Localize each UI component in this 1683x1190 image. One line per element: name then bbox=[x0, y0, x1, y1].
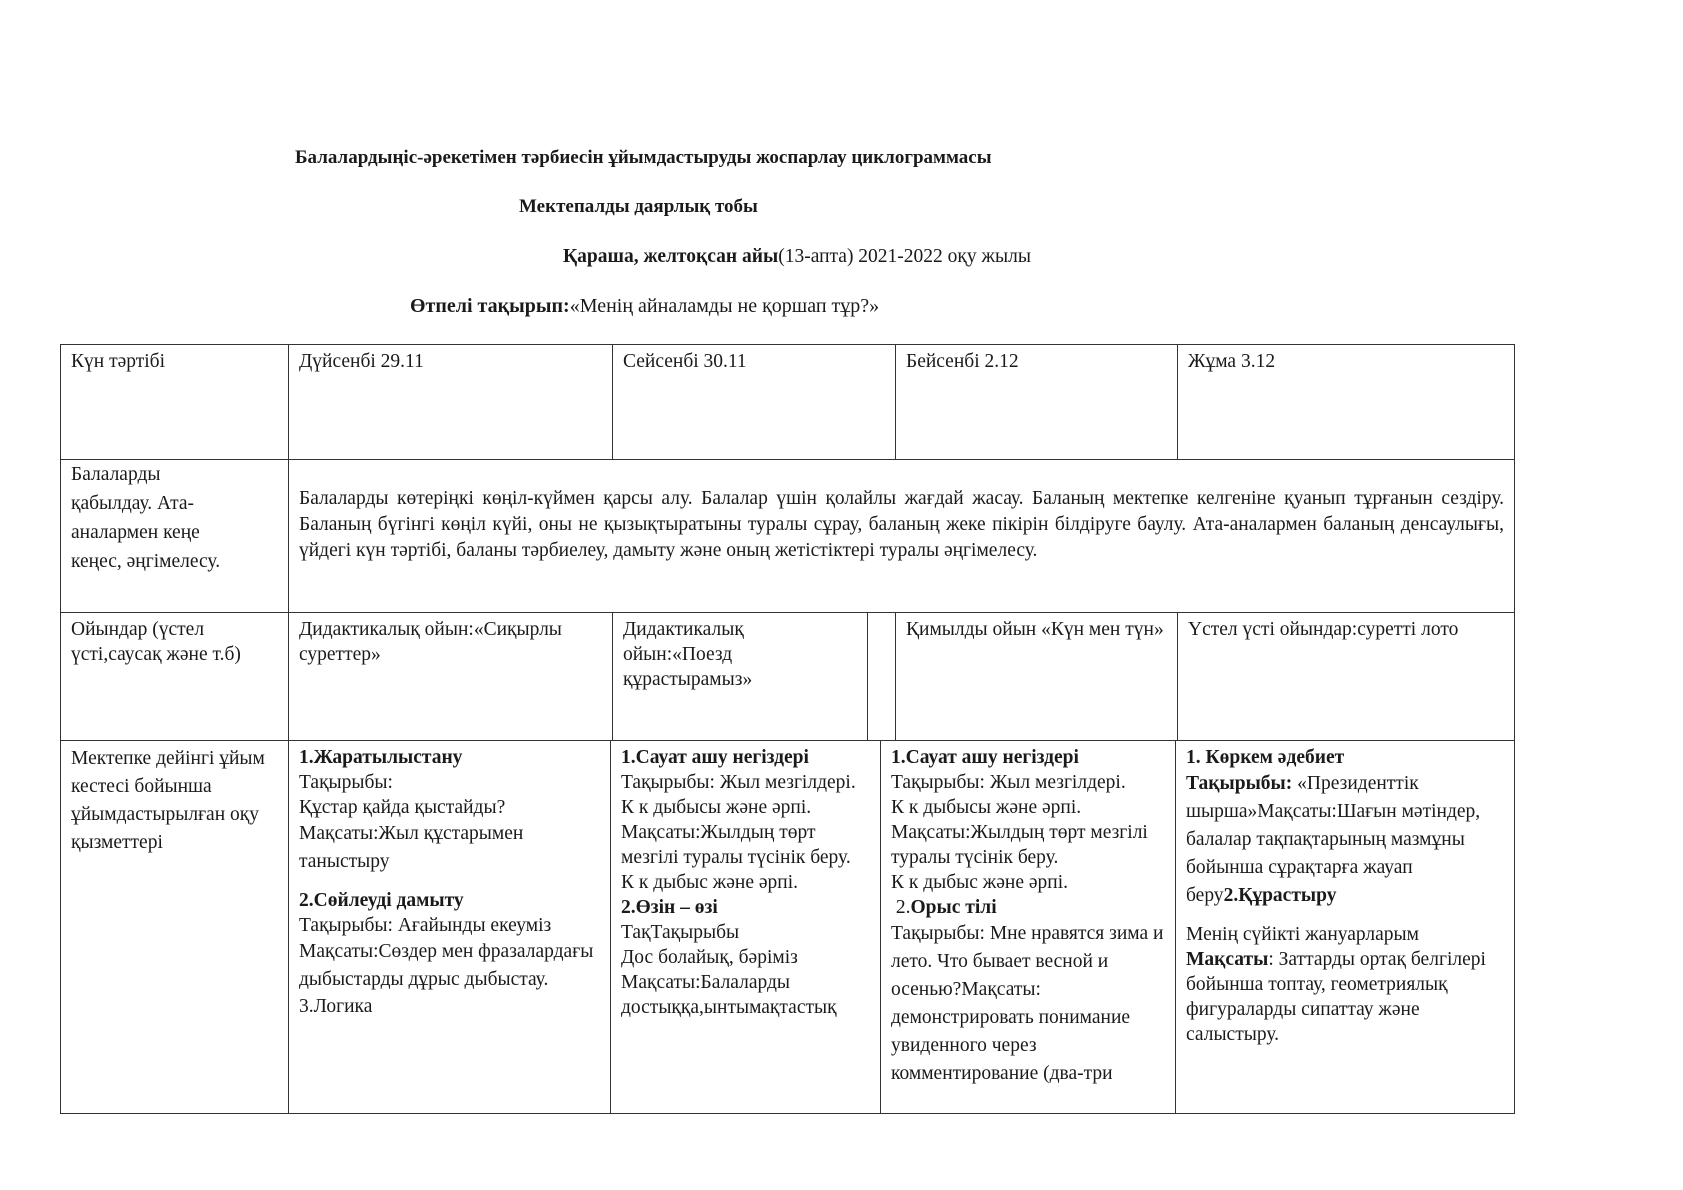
lesson-text: Тақырыбы: Жыл мезгілдері. bbox=[891, 772, 1126, 793]
lessons-label: Мектепке дейінгі ұйым кестесі бойынша ұй… bbox=[60, 740, 289, 1114]
reception-label-line: кеңес, әңгімелесу. bbox=[71, 551, 221, 572]
period-week-year: (13-апта) 2021-2022 оқу жылы bbox=[778, 246, 1031, 267]
document-title: Балалардыңіс-әрекетімен тәрбиесін ұйымда… bbox=[295, 147, 992, 168]
reception-text: Балаларды көтеріңкі көңіл-күймен қарсы а… bbox=[288, 459, 1515, 613]
col-header-tuesday: Сейсенбі 30.11 bbox=[612, 344, 896, 460]
lesson-heading: 2.Орыс тілі bbox=[891, 895, 1165, 920]
col-header-schedule: Күн тәртібі bbox=[60, 344, 289, 460]
lesson-heading: 2.Сөйлеуді дамыту bbox=[299, 890, 464, 911]
lessons-tuesday: 1.Сауат ашу негіздері Тақырыбы: Жыл мезг… bbox=[610, 740, 881, 1114]
lesson-text: К к дыбыс және әрпі. bbox=[891, 872, 1069, 893]
lessons-monday: 1.Жаратылыстану Тақырыбы: Құстар қайда қ… bbox=[288, 740, 611, 1114]
period-months: Қараша, желтоқсан айы bbox=[563, 246, 779, 267]
reception-label-line: Балаларды bbox=[71, 464, 161, 485]
theme-value: «Менің айналамды не қоршап тұр?» bbox=[569, 295, 880, 317]
reception-label: Балаларды қабылдау. Ата- аналармен кеңе … bbox=[60, 459, 289, 613]
lesson-text: Мақсаты:Жыл құстарымен таныстыру bbox=[299, 823, 524, 872]
lesson-number: 2. bbox=[895, 897, 911, 918]
lesson-label: Мақсаты bbox=[1186, 949, 1269, 970]
lesson-heading: 2.Өзін – өзі bbox=[621, 897, 718, 918]
lesson-goal: : Заттарды ортақ белгілері бойынша топта… bbox=[1186, 949, 1486, 1045]
lesson-text: Тақырыбы: «Президенттік шырша»Мақсаты:Ша… bbox=[1186, 770, 1504, 910]
games-monday: Дидактикалық ойын:«Сиқырлы суреттер» bbox=[288, 612, 613, 741]
games-label: Ойындар (үстел үсті,саусақ және т.б) bbox=[60, 612, 289, 741]
col-header-friday: Жұма 3.12 bbox=[1177, 344, 1515, 460]
reception-label-line: аналармен кеңе bbox=[71, 522, 200, 543]
lesson-label: Тақырыбы: bbox=[1186, 773, 1293, 794]
reception-label-line: қабылдау. Ата- bbox=[71, 493, 195, 514]
lesson-topic: «Президенттік шырша»Мақсаты:Шағын мәтінд… bbox=[1186, 773, 1481, 906]
theme: Өтпелі тақырып:«Менің айналамды не қорша… bbox=[410, 295, 879, 318]
lesson-text: Мақсаты:Сөздер мен фразалардағы дыбыстар… bbox=[299, 941, 594, 990]
lesson-text: Мақсаты: Заттарды ортақ белгілері бойынш… bbox=[1186, 947, 1504, 1047]
lesson-text: 3.Логика bbox=[299, 996, 373, 1017]
lesson-text: Тақырыбы: Жыл мезгілдері. bbox=[621, 772, 856, 793]
lesson-text: Мақсаты:Жылдың төрт мезгілі туралы түсін… bbox=[891, 822, 1148, 868]
games-tuesday: Дидактикалық ойын:«Поезд құрастырамыз» bbox=[612, 612, 868, 741]
lesson-heading: 1.Сауат ашу негіздері bbox=[891, 747, 1079, 768]
lesson-text: К к дыбысы және әрпі. bbox=[621, 797, 812, 818]
lesson-text: ТақТақырыбы bbox=[621, 922, 740, 943]
lesson-text: Тақырыбы: Мне нравятся зима и лето. Что … bbox=[891, 923, 1164, 1084]
lesson-text: Мақсаты:Жылдың төрт мезгілі туралы түсін… bbox=[621, 822, 851, 868]
col-header-thursday: Бейсенбі 2.12 bbox=[895, 344, 1178, 460]
col-header-monday: Дүйсенбі 29.11 bbox=[288, 344, 613, 460]
lesson-text: Мақсаты:Балаларды bbox=[621, 972, 791, 993]
lessons-thursday: 1.Сауат ашу негіздері Тақырыбы: Жыл мезг… bbox=[880, 740, 1176, 1114]
period: Қараша, желтоқсан айы(13-апта) 2021-2022… bbox=[563, 246, 1031, 268]
lesson-heading: 1.Жаратылыстану bbox=[299, 747, 463, 768]
games-friday: Үстел үсті ойындар:суретті лото bbox=[1177, 612, 1515, 741]
lesson-text: Тақырыбы: bbox=[299, 772, 393, 793]
games-thursday: Қимылды ойын «Күн мен түн» bbox=[895, 612, 1178, 741]
theme-label: Өтпелі тақырып: bbox=[410, 295, 570, 317]
lesson-text: Тақырыбы: Ағайынды екеуміз bbox=[299, 915, 552, 936]
lessons-friday: 1. Көркем әдебиет Тақырыбы: «Президентті… bbox=[1175, 740, 1515, 1114]
lesson-heading: 1.Сауат ашу негіздері bbox=[621, 747, 809, 768]
lesson-text: К к дыбысы және әрпі. bbox=[891, 797, 1082, 818]
group-name: Мектепалды даярлық тобы bbox=[519, 196, 758, 217]
lesson-heading: 2.Құрастыру bbox=[1223, 885, 1337, 906]
lesson-text: достыққа,ынтымақтастық bbox=[621, 997, 837, 1018]
lesson-text: Дос болайық, бәріміз bbox=[621, 947, 798, 968]
lesson-heading: 1. Көркем әдебиет bbox=[1186, 747, 1345, 768]
lesson-text: К к дыбыс және әрпі. bbox=[621, 872, 799, 893]
lesson-text: Құстар қайда қыстайды? bbox=[299, 797, 506, 818]
lesson-text: Менің сүйікті жануарларым bbox=[1186, 924, 1419, 945]
games-empty-cell bbox=[867, 612, 896, 741]
lesson-subject: Орыс тілі bbox=[910, 897, 997, 918]
